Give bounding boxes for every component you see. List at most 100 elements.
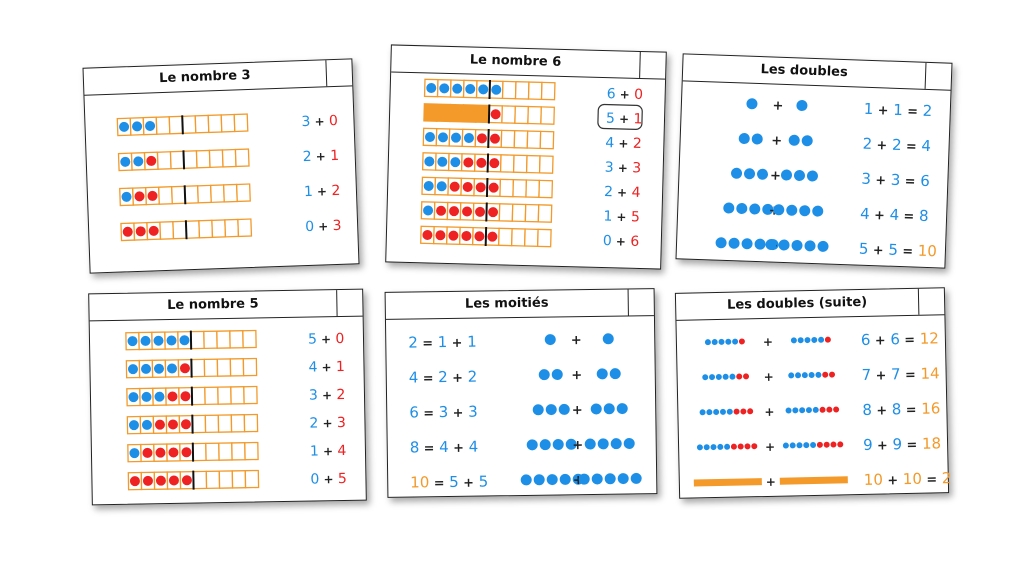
equation-term: 3: [861, 170, 871, 188]
frame-cell: [220, 113, 236, 133]
dot: [801, 135, 813, 147]
counter-dot: [423, 205, 434, 216]
counter-dot: [167, 419, 178, 430]
equation-term: 1: [603, 209, 612, 225]
counter-dot: [146, 155, 157, 166]
frame-cell: [499, 178, 515, 198]
frame-cell: [525, 179, 541, 199]
card-title: Les moitiés: [385, 289, 629, 319]
equation-term: +: [612, 234, 626, 248]
equation-term: +: [448, 371, 463, 386]
counter-dot: [133, 156, 144, 167]
bead: [702, 374, 709, 381]
dot: [546, 474, 558, 486]
bead: [824, 336, 831, 343]
frame-cell: [190, 330, 205, 350]
frame-cell: [159, 221, 175, 240]
equation-term: +: [448, 406, 463, 421]
counter-dot: [490, 109, 501, 120]
bead: [709, 374, 716, 381]
equation-term: 4: [605, 135, 614, 151]
dot: [552, 438, 564, 450]
counter-dot: [142, 447, 153, 458]
frame-cell: [155, 116, 171, 135]
equation-term: =: [419, 441, 434, 456]
card-title: Le nombre 5: [89, 290, 338, 321]
bead: [804, 337, 811, 344]
dot: [526, 439, 538, 451]
frame-cell: [231, 442, 246, 461]
equation-term: 5: [444, 473, 459, 491]
equation-term: =: [900, 368, 915, 383]
frame-cell: [216, 358, 232, 377]
equation: 2 + 2 = 4: [862, 135, 931, 155]
ten-bar: [693, 478, 762, 487]
dot: [558, 403, 570, 415]
bead: [808, 372, 815, 379]
frame-cell: [524, 228, 539, 248]
card-body: +1 + 1 = 2+2 + 2 = 4+3 + 3 = 6+4 + 4 = 8…: [677, 81, 951, 267]
equation-term: +: [612, 210, 626, 224]
equation-term: =: [902, 438, 917, 453]
equation-term: +: [449, 441, 464, 456]
counter-dot: [461, 230, 472, 241]
equation-term: +: [613, 185, 627, 199]
card-les-doubles-suite: Les doubles (suite) +6 + 6 = 12 +7 + 7 = …: [674, 287, 950, 499]
equation: 6 + 0: [606, 86, 643, 103]
dot: [765, 239, 777, 251]
counter-dot: [465, 84, 476, 95]
bead: [789, 442, 796, 449]
dot: [559, 473, 571, 485]
bead: [826, 406, 833, 413]
counter-dot: [128, 392, 139, 403]
equation-term: 4: [627, 185, 641, 201]
equation-term: 6: [409, 403, 419, 421]
equation-term: 6: [626, 234, 640, 250]
counter-dot: [437, 132, 448, 143]
equation-term: 5: [626, 209, 640, 225]
dot: [796, 100, 808, 112]
card-illustration: +6 + 6 = 12+ 7 + 7 = 14+ 8 + 8 = 16+ 9 + 9 …: [693, 329, 950, 489]
dot: [610, 438, 622, 450]
card-title: Les doubles (suite): [675, 288, 920, 320]
counter-dot: [134, 191, 145, 202]
counter-dot: [153, 335, 164, 346]
counter-dot: [168, 475, 179, 486]
equation: 4 + 2: [605, 135, 642, 152]
frame-cell: [511, 227, 526, 247]
bead: [744, 443, 751, 450]
counter-dot: [141, 391, 152, 402]
dot: [731, 167, 743, 179]
counter-dot: [148, 225, 159, 236]
equation-term: 0: [305, 219, 314, 235]
dot: [793, 170, 805, 182]
frame-cell: [501, 105, 516, 124]
equation-term: 1: [864, 100, 874, 118]
frame-cell: [203, 358, 219, 378]
frame-cell: [527, 81, 543, 101]
equation-term: =: [903, 104, 919, 120]
dot: [791, 239, 803, 251]
counter-dot: [436, 181, 447, 192]
equation-term: 2: [918, 102, 933, 120]
frame-cell: [243, 413, 259, 433]
five-divider: [184, 220, 188, 240]
bead: [730, 443, 737, 450]
dot: [602, 333, 614, 345]
frame-cell: [192, 470, 208, 490]
equation-term: 7: [886, 365, 901, 383]
equation-term: 10: [898, 470, 922, 488]
equation: 0 + 6: [603, 233, 640, 250]
equation-term: +: [614, 136, 628, 150]
frame-cell: [217, 386, 232, 405]
equation-term: 3: [309, 387, 318, 403]
equation-term: +: [311, 149, 326, 163]
frame-cell: [511, 203, 527, 223]
counter-dot: [122, 226, 133, 237]
counter-dot: [449, 206, 460, 217]
dot: [806, 170, 818, 182]
equation-term: 1: [331, 359, 345, 375]
dot: [578, 473, 590, 485]
counter-dot: [488, 207, 499, 218]
equation-term: =: [418, 336, 433, 351]
